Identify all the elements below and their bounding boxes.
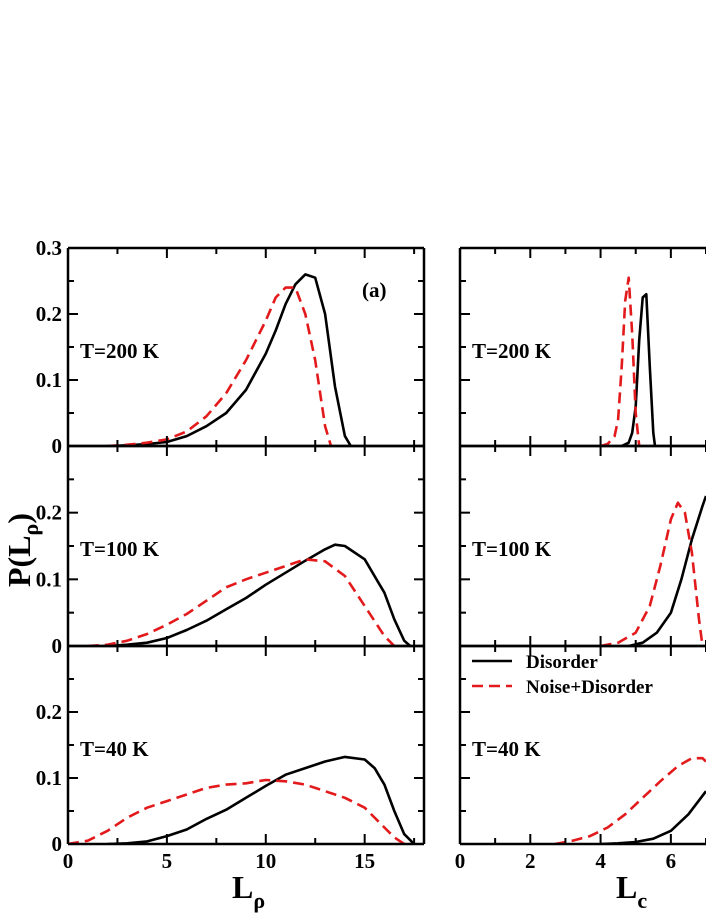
disorder-curve bbox=[621, 292, 657, 446]
x-axis-title-right: Lc bbox=[616, 869, 647, 913]
legend-label: Noise+Disorder bbox=[526, 677, 653, 698]
noise-disorder-curve bbox=[107, 286, 333, 446]
subplot-right-1: T=200 K bbox=[458, 246, 706, 448]
y-tick-label: 0 bbox=[52, 832, 63, 856]
subplot-left-3: 0 0.1 0.2 T=40 K bbox=[36, 644, 426, 856]
panel-corner-label: (a) bbox=[362, 278, 387, 302]
y-axis-title-group: P(Lρ) bbox=[1, 513, 43, 587]
subplot-left-1: 0 0.1 0.2 0.3 T=200 K bbox=[36, 236, 426, 458]
x-axis-title-left: Lρ bbox=[232, 869, 265, 913]
legend-label: Disorder bbox=[526, 652, 598, 673]
x-tick-label: 6 bbox=[666, 849, 677, 873]
y-tick-label: 0 bbox=[52, 634, 63, 658]
x-tick-label: 5 bbox=[162, 849, 173, 873]
y-tick-label: 0.2 bbox=[36, 501, 62, 525]
noise-disorder-curve bbox=[600, 501, 704, 646]
subplot-right-3: T=40 K bbox=[458, 644, 706, 846]
noise-disorder-curve bbox=[600, 276, 641, 446]
left-panel: 0 0.1 0.2 0.3 T=200 K 0 0.1 0.2 T=100 K 0 0.1 0.2 T=… bbox=[36, 236, 426, 873]
x-tick-label: 10 bbox=[255, 849, 276, 873]
temperature-label: T=200 K bbox=[80, 339, 160, 363]
y-tick-label: 0.2 bbox=[36, 302, 62, 326]
subplot-left-2: 0 0.1 0.2 T=100 K bbox=[36, 444, 426, 658]
temperature-label: T=40 K bbox=[80, 737, 149, 761]
y-tick-label: 0.2 bbox=[36, 700, 62, 724]
y-axis-title: P(Lρ) bbox=[1, 513, 43, 587]
temperature-label: T=200 K bbox=[472, 339, 552, 363]
disorder-curve bbox=[628, 495, 706, 646]
disorder-curve bbox=[107, 755, 416, 844]
subplot-right-2: T=100 K bbox=[458, 444, 706, 648]
y-tick-label: 0.3 bbox=[36, 236, 62, 260]
right-panel: T=200 K T=100 K T=40 K 0 2 4 6 Disorder Noise+Di… bbox=[455, 246, 706, 873]
x-tick-label: 4 bbox=[595, 849, 606, 873]
temperature-label: T=100 K bbox=[80, 537, 160, 561]
y-tick-label: 0 bbox=[52, 434, 63, 458]
noise-disorder-curve bbox=[68, 778, 405, 844]
x-tick-label: 15 bbox=[354, 849, 375, 873]
y-tick-label: 0.1 bbox=[36, 766, 62, 790]
disorder-curve bbox=[600, 790, 706, 844]
x-tick-label: 0 bbox=[63, 849, 74, 873]
x-tick-label: 0 bbox=[455, 849, 466, 873]
x-tick-label: 2 bbox=[525, 849, 536, 873]
y-tick-label: 0.1 bbox=[36, 567, 62, 591]
noise-disorder-curve bbox=[87, 557, 396, 646]
disorder-curve bbox=[107, 273, 352, 446]
temperature-label: T=40 K bbox=[472, 737, 541, 761]
temperature-label: T=100 K bbox=[472, 537, 552, 561]
legend: Disorder Noise+Disorder bbox=[472, 652, 653, 698]
noise-disorder-curve bbox=[554, 756, 706, 844]
y-tick-label: 0.1 bbox=[36, 368, 62, 392]
